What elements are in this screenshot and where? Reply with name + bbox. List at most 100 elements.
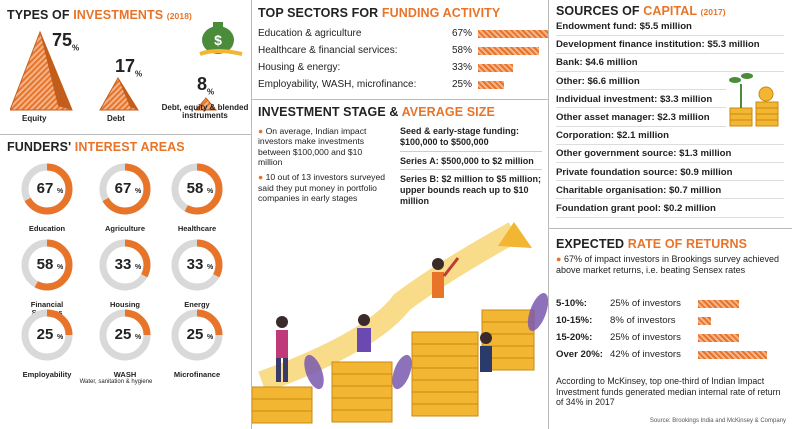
divider (252, 99, 548, 100)
sector-pct: 33% (451, 62, 472, 73)
capital-row: Other asset manager: $2.3 million (556, 109, 726, 127)
sector-bar (478, 63, 513, 72)
capital-row: Bank: $4.6 million (556, 54, 784, 72)
equity-pct: 75% (52, 30, 80, 53)
stage-series-b: Series B: $2 million to $5 million; uppe… (400, 174, 542, 206)
return-text: 25% of investors (610, 298, 681, 309)
coin-plant-icon (729, 73, 779, 127)
figure-people (276, 257, 492, 382)
equity-label: Equity (22, 114, 47, 123)
returns-footer: According to McKinsey, top one-third of … (556, 376, 781, 408)
interest-ring: 25 % Microfinance (168, 306, 226, 379)
ring-unit: % (207, 188, 214, 195)
ring-label: WASH (113, 370, 137, 379)
sector-label: Education & agriculture (258, 28, 362, 39)
interest-ring: 67 % Agriculture (96, 160, 154, 233)
ring-pct: 58 (187, 180, 204, 197)
capital-row: Foundation grant pool: $0.2 million (556, 200, 784, 218)
ring-pct: 33 (115, 256, 132, 273)
return-row: 10-15%: 8% of investors (556, 315, 711, 326)
sector-label: Healthcare & financial services: (258, 45, 398, 56)
divider (0, 134, 251, 135)
capital-row: Other: $6.6 million (556, 73, 726, 91)
ring-unit: % (207, 334, 214, 341)
ring-label: Employability (22, 370, 72, 379)
return-row: Over 20%: 42% of investors (556, 349, 767, 360)
return-text: 25% of investors (610, 332, 681, 343)
sectors-title: TOP SECTORS FOR FUNDING ACTIVITY (258, 6, 501, 20)
stage-title: INVESTMENT STAGE & AVERAGE SIZE (258, 105, 495, 119)
ring-gauge: 58 % (171, 163, 223, 215)
ring-unit: % (57, 334, 64, 341)
ring-label: Microfinance (173, 370, 221, 379)
money-bag-icon: $ (199, 22, 243, 56)
stage-seed: Seed & early-stage funding: $100,000 to … (400, 126, 542, 152)
funders-title: FUNDERS' INTEREST AREAS (7, 140, 185, 154)
sector-label: Housing & energy: (258, 62, 341, 73)
interest-ring: 25 % Employability (18, 306, 76, 379)
ring-unit: % (57, 188, 64, 195)
stage-series-a: Series A: $500,000 to $2 million (400, 152, 542, 171)
capital-row: Development finance institution: $5.3 mi… (556, 36, 784, 54)
divider (549, 228, 792, 229)
sector-pct: 25% (451, 79, 472, 90)
ring-unit: % (135, 188, 142, 195)
interest-ring: 67 % Education (18, 160, 76, 233)
ring-gauge: 25 % (171, 309, 223, 361)
sector-row: Education & agriculture 67% (258, 28, 548, 39)
ring-gauge: 67 % (99, 163, 151, 215)
svg-text:$: $ (214, 32, 222, 48)
stage-bullet-2: ● 10 out of 13 investors surveyed said t… (258, 172, 386, 203)
ring-gauge: 25 % (99, 309, 151, 361)
ring-pct: 25 (115, 326, 132, 343)
return-range: 15-20%: (556, 332, 593, 343)
types-title: TYPES OF INVESTMENTS (2018) (7, 8, 192, 22)
interest-ring: 58 % Healthcare (168, 160, 226, 233)
capital-row: Private foundation source: $0.9 million (556, 164, 784, 182)
blended-label: Debt, equity & blended instruments (161, 103, 249, 121)
returns-intro: ● 67% of impact investors in Brookings s… (556, 254, 780, 275)
sector-bar (478, 80, 504, 89)
growth-illustration (252, 222, 548, 424)
ring-label: Healthcare (177, 224, 217, 233)
capital-row: Corporation: $2.1 million (556, 127, 784, 145)
ring-gauge: 67 % (21, 163, 73, 215)
ring-unit: % (135, 334, 142, 341)
ring-label: Energy (184, 300, 210, 309)
ring-label: Housing (110, 300, 140, 309)
interest-ring: 33 % Housing (96, 236, 154, 309)
return-row: 5-10%: 25% of investors (556, 298, 739, 309)
equity-pyramid (10, 30, 73, 111)
sector-row: Healthcare & financial services: 58% (258, 45, 539, 56)
ring-gauge: 25 % (21, 309, 73, 361)
return-bar (698, 350, 767, 359)
return-text: 8% of investors (610, 315, 676, 326)
sector-bar (478, 29, 548, 38)
divider (251, 0, 252, 429)
debt-pyramid (99, 77, 139, 111)
stage-sizes: Seed & early-stage funding: $100,000 to … (400, 126, 542, 207)
ring-unit: % (135, 264, 142, 271)
sector-label: Employability, WASH, microfinance: (258, 79, 417, 90)
blended-pyramid (194, 97, 218, 111)
capital-title: SOURCES OF CAPITAL (2017) (556, 4, 726, 18)
capital-row: Charitable organisation: $0.7 million (556, 182, 784, 200)
capital-row: Individual investment: $3.3 million (556, 91, 726, 109)
ring-label: Agriculture (104, 224, 145, 233)
debt-pct: 17% (115, 56, 143, 79)
ring-gauge: 58 % (21, 239, 73, 291)
ring-pct: 58 (37, 256, 54, 273)
ring-sublabel: Water, sanitation & hygiene (79, 378, 153, 385)
source-note: Source: Brookings India and McKinsey & C… (649, 418, 786, 424)
ring-gauge: 33 % (171, 239, 223, 291)
sector-row: Employability, WASH, microfinance: 25% (258, 79, 504, 90)
stage-bullets: ● On average, Indian impact investors ma… (258, 126, 388, 203)
interest-ring: 33 % Energy (168, 236, 226, 309)
sector-row: Housing & energy: 33% (258, 62, 513, 73)
blended-pct: 8% (197, 74, 215, 97)
return-bar (698, 333, 739, 342)
return-text: 42% of investors (610, 349, 681, 360)
interest-ring: 58 % Financial Services (18, 236, 76, 317)
sector-bar (478, 46, 539, 55)
return-range: Over 20%: (556, 349, 603, 360)
